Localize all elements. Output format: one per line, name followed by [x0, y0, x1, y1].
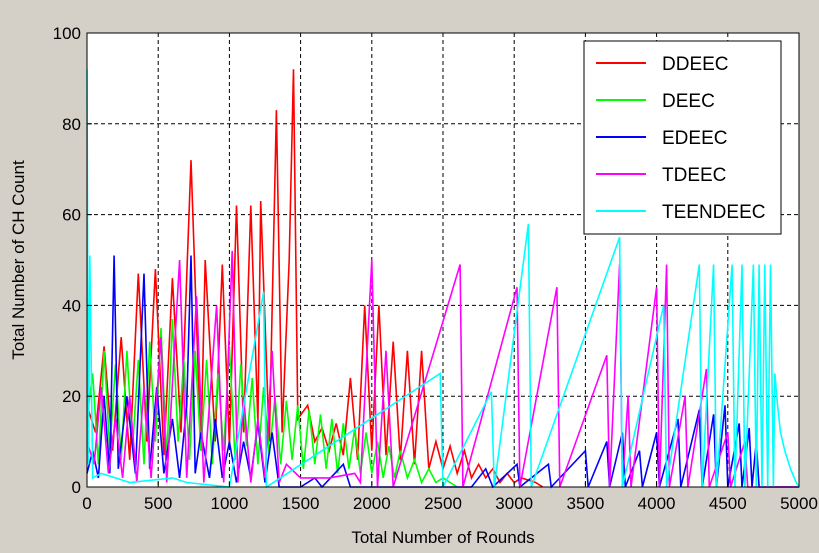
series-line-deec	[86, 318, 458, 488]
y-tick-label: 40	[62, 296, 81, 315]
x-tick-label: 2000	[353, 494, 391, 513]
y-tick-label: 60	[62, 206, 81, 225]
x-tick-label: 3500	[566, 494, 604, 513]
legend-label: DEEC	[662, 91, 715, 112]
x-axis: 0 500 1000 1500 2000 2500 3000 3500 4000 4500 5000	[82, 482, 818, 513]
x-tick-label: 1500	[282, 494, 320, 513]
y-tick-label: 100	[53, 24, 81, 43]
x-tick-label: 4000	[638, 494, 676, 513]
legend-label: TEENDEEC	[662, 202, 765, 223]
y-tick-label: 0	[72, 478, 81, 497]
series-line-teendeec	[86, 69, 800, 489]
x-tick-label: 0	[82, 494, 91, 513]
legend: DDEEC DEEC EDEEC TDEEC TEENDEEC	[583, 40, 782, 235]
x-tick-label: 4500	[709, 494, 747, 513]
series-group	[86, 69, 800, 489]
x-tick-label: 5000	[780, 494, 818, 513]
x-axis-label: Total Number of Rounds	[351, 528, 534, 547]
legend-label: EDEEC	[662, 128, 727, 149]
x-tick-label: 500	[144, 494, 172, 513]
legend-label: TDEEC	[662, 165, 726, 186]
x-tick-label: 3000	[495, 494, 533, 513]
y-tick-label: 80	[62, 115, 81, 134]
legend-label: DDEEC	[662, 54, 729, 75]
x-tick-label: 2500	[424, 494, 462, 513]
x-tick-label: 1000	[210, 494, 248, 513]
series-line-tdeec	[86, 250, 799, 488]
y-tick-label: 20	[62, 387, 81, 406]
y-axis-label: Total Number of CH Count	[9, 160, 28, 360]
y-axis: 0 20 40 60 80 100	[53, 24, 92, 497]
